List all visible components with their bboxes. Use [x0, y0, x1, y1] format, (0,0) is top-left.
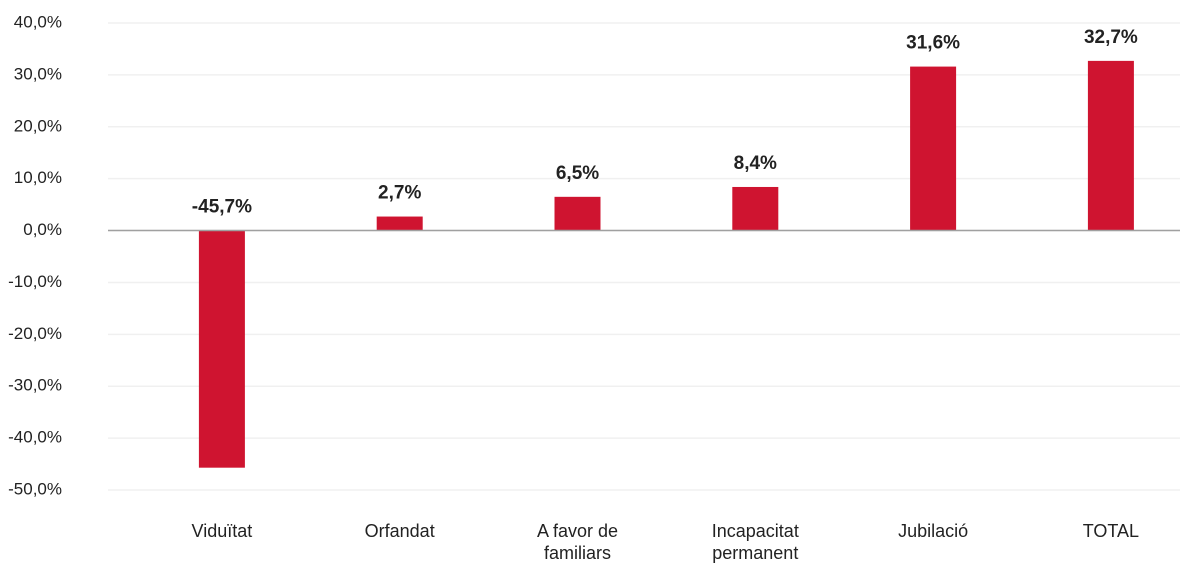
y-tick-label: -10,0%	[8, 272, 62, 291]
y-tick-label: 30,0%	[14, 64, 62, 83]
bar	[1087, 60, 1134, 231]
bar	[198, 230, 245, 468]
y-tick-label: 40,0%	[14, 12, 62, 31]
y-tick-label: 20,0%	[14, 116, 62, 135]
bar	[376, 216, 423, 231]
x-tick-label: Incapacitat permanent	[711, 521, 799, 563]
x-tick-label: Orfandat	[364, 521, 435, 541]
data-label: 32,7%	[1084, 27, 1138, 48]
x-tick-label: TOTAL	[1082, 521, 1140, 541]
data-label: -45,7%	[192, 197, 252, 218]
x-tick-label: A favor de familiars	[536, 521, 619, 563]
x-tick-label: Jubilació	[898, 521, 969, 541]
y-tick-label: 10,0%	[14, 168, 62, 187]
x-tick-label: Viduïtat	[191, 521, 253, 541]
y-tick-label: 0,0%	[23, 220, 62, 239]
y-tick-label: -50,0%	[8, 479, 62, 498]
data-label: 31,6%	[906, 33, 960, 54]
y-tick-label: -40,0%	[8, 428, 62, 447]
y-tick-label: -30,0%	[8, 376, 62, 395]
data-label: 6,5%	[556, 163, 599, 184]
y-tick-label: -20,0%	[8, 324, 62, 343]
bar	[554, 196, 601, 231]
data-label: 2,7%	[378, 183, 421, 204]
bar	[732, 186, 779, 231]
data-label: 8,4%	[734, 153, 777, 174]
bar	[910, 66, 957, 231]
